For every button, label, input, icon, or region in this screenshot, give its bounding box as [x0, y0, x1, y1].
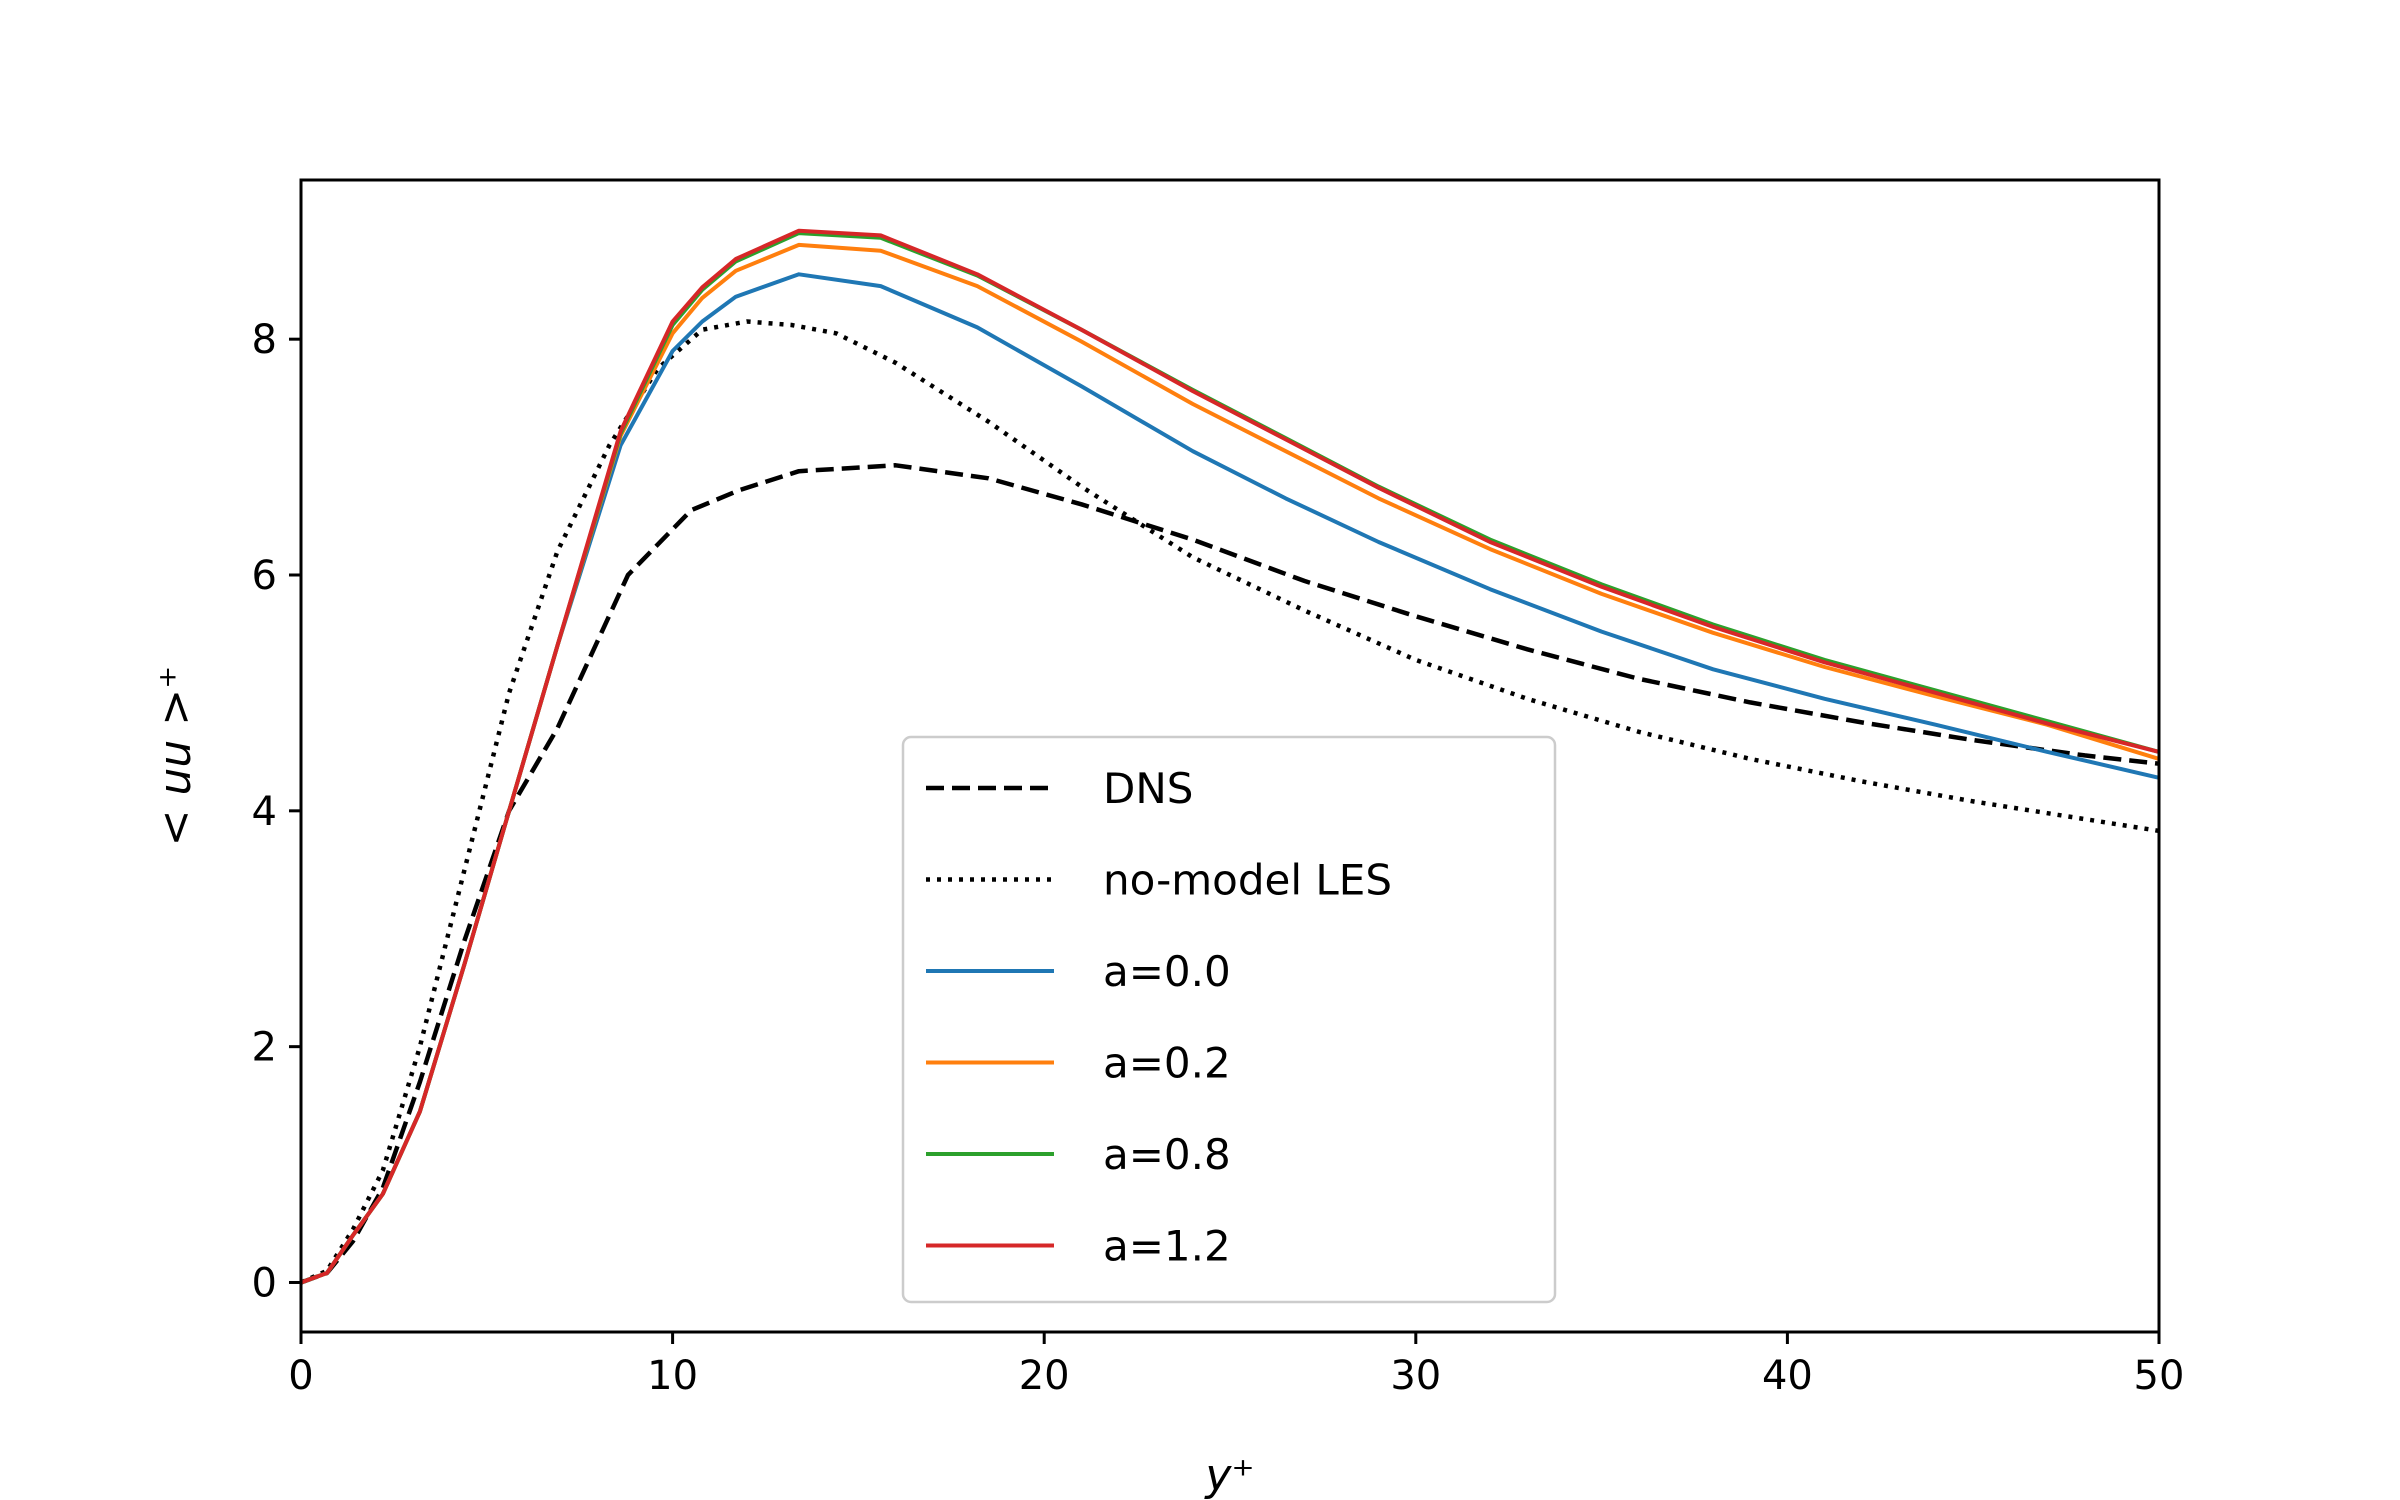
y-tick-label: 4	[252, 789, 277, 835]
series-line-0	[300, 463, 2160, 1285]
legend-box	[901, 735, 1557, 1304]
series-line-5	[300, 228, 2160, 1285]
legend-label-0: DNS	[1103, 764, 1193, 813]
series-layer	[300, 228, 2160, 1285]
y-tick-label: 8	[252, 317, 277, 363]
x-tick-label: 50	[2134, 1353, 2185, 1399]
x-axis-label: y⁺	[1203, 1450, 1254, 1500]
y-tick-label: 6	[252, 553, 277, 599]
legend-items: DNS no-model LES a=0.0 a=0.2 a=0.8 a=1.2	[926, 764, 1392, 1271]
legend-label-4: a=0.8	[1103, 1130, 1231, 1179]
legend-label-5: a=1.2	[1103, 1222, 1231, 1271]
legend-label-2: a=0.0	[1103, 947, 1231, 996]
legend-label-1: no-model LES	[1103, 856, 1392, 905]
y-tick-label: 2	[252, 1025, 277, 1071]
y-tick-label: 0	[252, 1260, 277, 1306]
plot-frame	[299, 178, 2161, 1334]
y-ticks: 0 2 4 6 8	[252, 317, 301, 1306]
x-tick-label: 40	[1762, 1353, 1813, 1399]
legend: DNS no-model LES a=0.0 a=0.2 a=0.8 a=1.2	[901, 735, 1557, 1304]
x-tick-label: 10	[647, 1353, 698, 1399]
x-ticks: 0 10 20 30 40 50	[288, 1332, 2184, 1399]
y-axis-label: < uu >⁺	[150, 666, 201, 847]
x-tick-label: 20	[1019, 1353, 1070, 1399]
x-tick-label: 30	[1390, 1353, 1441, 1399]
legend-label-3: a=0.2	[1103, 1039, 1231, 1088]
series-line-1	[300, 319, 2160, 1285]
x-tick-label: 0	[288, 1353, 313, 1399]
